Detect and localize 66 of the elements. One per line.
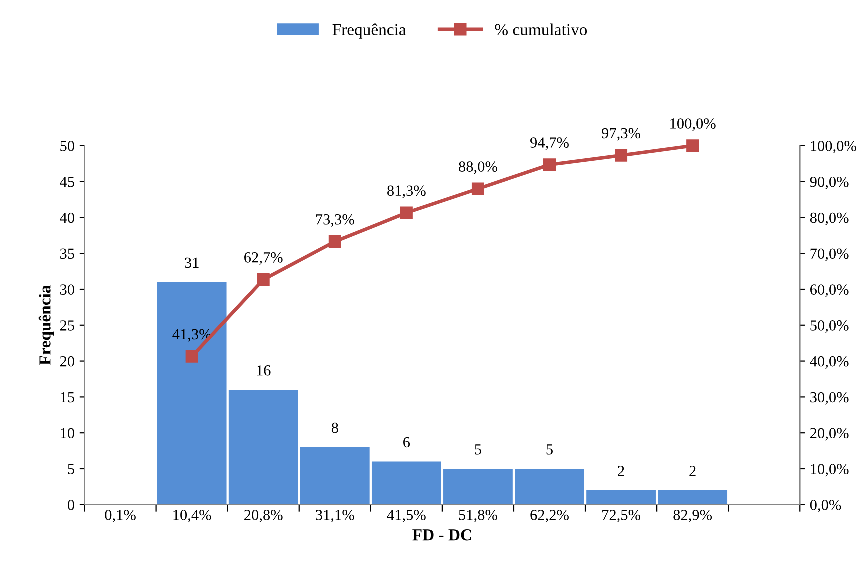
- y-tick-label: 10: [61, 428, 74, 439]
- legend-label: Frequência: [332, 24, 406, 39]
- bar: [658, 490, 728, 505]
- data-label: 94,7%: [530, 138, 569, 150]
- legend-label: % cumulativo: [495, 24, 588, 36]
- y2-tick-label: 60,0%: [810, 284, 849, 298]
- y2-tick-label: 70,0%: [810, 248, 849, 262]
- point: [400, 206, 413, 220]
- y2-tick-label: 20,0%: [810, 428, 849, 441]
- data-label: 62,7%: [244, 252, 283, 266]
- bar: [586, 490, 656, 505]
- x-tick-label: 31,1%: [316, 510, 354, 523]
- x-tick-label: 0,1%: [105, 510, 136, 523]
- x-tick-label: 51,8%: [459, 510, 498, 523]
- bar: [157, 282, 227, 505]
- data-label: 2: [618, 466, 624, 476]
- point: [257, 274, 270, 286]
- data-label: 73,3%: [316, 214, 354, 227]
- data-label: 6: [404, 437, 410, 448]
- bar: [444, 468, 513, 505]
- x-tick-label: 20,8%: [244, 510, 283, 523]
- bar: [515, 468, 584, 505]
- bar: [372, 462, 442, 505]
- y-axis-title: Frequência: [38, 286, 54, 366]
- point: [544, 158, 556, 172]
- y-tick-label: 45: [60, 177, 74, 188]
- y2-tick-label: 90,0%: [810, 176, 849, 190]
- point: [186, 350, 198, 363]
- y-tick-label: 30: [60, 284, 74, 295]
- y2-tick-label: 80,0%: [810, 212, 849, 226]
- point: [686, 140, 700, 152]
- y2-tick-label: 100,0%: [811, 141, 856, 154]
- y-tick-label: 25: [60, 320, 74, 331]
- y-tick-label: 0: [68, 500, 74, 510]
- y-tick-label: 20: [60, 356, 74, 367]
- point: [472, 182, 484, 196]
- data-label: 2: [690, 466, 696, 476]
- y-tick-label: 50: [60, 141, 74, 152]
- x-tick-label: 41,5%: [387, 510, 426, 523]
- data-label: 81,3%: [388, 186, 426, 198]
- y2-tick-label: 0,0%: [810, 500, 842, 513]
- data-label: 5: [475, 444, 482, 455]
- data-label: 16: [257, 366, 271, 376]
- y-tick-label: 5: [68, 464, 74, 474]
- y2-tick-label: 30,0%: [810, 392, 849, 405]
- bar: [228, 390, 298, 505]
- data-label: 100,0%: [670, 118, 716, 132]
- point: [328, 236, 342, 248]
- data-label: 8: [332, 422, 338, 434]
- data-label: 88,0%: [459, 162, 498, 174]
- y2-tick-label: 50,0%: [810, 320, 849, 334]
- y2-tick-label: 40,0%: [810, 356, 849, 369]
- x-tick-label: 62,2%: [530, 510, 569, 523]
- y2-tick-label: 10,0%: [811, 464, 849, 477]
- data-label: 31: [185, 258, 199, 268]
- data-label: 97,3%: [602, 128, 640, 141]
- y-tick-label: 40: [60, 212, 74, 224]
- y-tick-label: 35: [60, 248, 74, 260]
- x-tick-label: 10,4%: [174, 510, 212, 523]
- y-tick-label: 15: [61, 392, 74, 403]
- x-axis-title: FD - DC: [412, 530, 472, 541]
- x-tick-label: 72,5%: [602, 510, 640, 523]
- x-tick-label: 82,9%: [674, 510, 712, 523]
- data-label: 5: [546, 444, 553, 455]
- point: [615, 149, 628, 162]
- bar: [300, 447, 370, 505]
